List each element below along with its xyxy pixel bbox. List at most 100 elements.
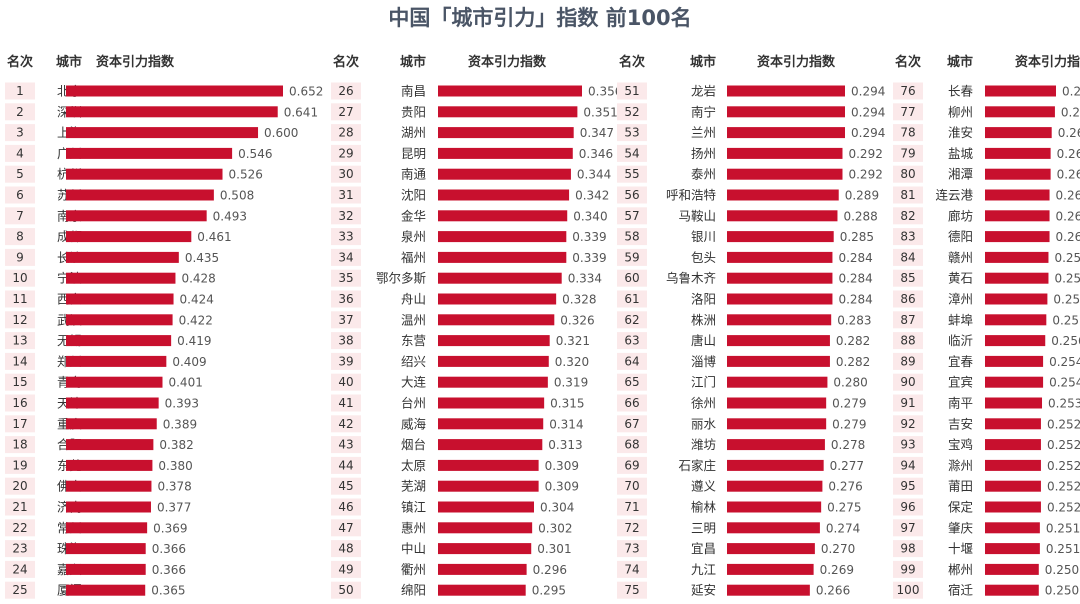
city-label: 潍坊 xyxy=(691,437,716,452)
value-label: 0.389 xyxy=(163,417,197,431)
value-label: 0.435 xyxy=(185,251,219,265)
value-label: 0.284 xyxy=(838,251,872,265)
rank-label: 18 xyxy=(12,438,27,452)
rank-label: 50 xyxy=(338,583,353,597)
city-label: 漳州 xyxy=(948,292,973,307)
table-row: 41 台州 0.315 xyxy=(331,394,585,412)
city-label: 丽水 xyxy=(691,416,717,431)
bar xyxy=(985,522,1040,534)
city-label: 唐山 xyxy=(691,333,716,348)
value-label: 0.284 xyxy=(838,272,872,286)
table-row: 35 鄂尔多斯 0.334 xyxy=(331,269,602,287)
bar xyxy=(727,210,838,222)
bar xyxy=(727,355,830,367)
bar xyxy=(438,522,533,534)
table-row: 40 大连 0.319 xyxy=(331,373,588,391)
rank-label: 84 xyxy=(900,250,915,264)
table-row: 49 衢州 0.296 xyxy=(331,560,567,578)
bar xyxy=(66,210,207,222)
table-row: 94 滁州 0.252 xyxy=(893,456,1080,474)
rank-label: 95 xyxy=(900,479,915,493)
table-row: 37 温州 0.326 xyxy=(331,311,595,329)
city-label: 台州 xyxy=(401,396,426,411)
rank-cell xyxy=(5,456,35,474)
bar xyxy=(66,501,151,513)
rank-cell xyxy=(331,436,361,454)
bar xyxy=(985,584,1039,596)
value-label: 0.294 xyxy=(851,85,885,99)
rank-label: 17 xyxy=(12,417,27,431)
value-label: 0.261 xyxy=(1057,147,1080,161)
bar xyxy=(985,251,1049,263)
city-label: 贵阳 xyxy=(401,104,426,119)
city-label: 宿迁 xyxy=(948,583,974,598)
rank-cell xyxy=(617,82,647,100)
value-label: 0.366 xyxy=(152,542,186,556)
header-rank: 名次 xyxy=(333,54,359,70)
table-row: 81 连云港 0.260 xyxy=(893,186,1080,204)
value-label: 0.251 xyxy=(1046,542,1080,556)
city-label: 宜宾 xyxy=(948,375,973,390)
value-label: 0.257 xyxy=(1052,313,1080,327)
rank-cell xyxy=(893,477,923,495)
rank-cell xyxy=(331,498,361,516)
rank-cell xyxy=(617,165,647,183)
bar xyxy=(438,335,550,347)
header-index: 资本引力指数 xyxy=(468,54,547,70)
table-row: 97 肇庆 0.251 xyxy=(893,519,1080,537)
city-label: 淄博 xyxy=(691,354,717,369)
rank-cell xyxy=(5,332,35,350)
value-label: 0.259 xyxy=(1054,272,1080,286)
table-row: 90 宜宾 0.254 xyxy=(893,373,1080,391)
rank-cell xyxy=(893,207,923,225)
bar xyxy=(438,418,544,430)
rank-cell xyxy=(5,103,35,121)
bar xyxy=(985,189,1050,201)
bar xyxy=(727,418,827,430)
bar xyxy=(727,272,833,284)
rank-cell xyxy=(617,394,647,412)
value-label: 0.422 xyxy=(179,313,213,327)
bar xyxy=(985,231,1050,243)
bar xyxy=(727,251,833,263)
rank-label: 3 xyxy=(16,126,24,140)
table-row: 28 湖州 0.347 xyxy=(331,124,614,142)
rank-label: 39 xyxy=(338,354,353,368)
bar xyxy=(438,480,539,492)
value-label: 0.526 xyxy=(229,168,263,182)
rank-cell xyxy=(617,103,647,121)
value-label: 0.278 xyxy=(831,438,865,452)
value-label: 0.378 xyxy=(157,480,191,494)
value-label: 0.328 xyxy=(562,293,596,307)
rank-cell xyxy=(617,540,647,558)
city-label: 马鞍山 xyxy=(678,208,716,223)
rank-cell xyxy=(5,560,35,578)
table-row: 19东莞0.380 xyxy=(5,456,193,474)
rank-label: 16 xyxy=(12,396,27,410)
city-label: 柳州 xyxy=(948,104,973,119)
rank-label: 41 xyxy=(338,396,353,410)
value-label: 0.428 xyxy=(181,272,215,286)
header-rank: 名次 xyxy=(7,54,33,70)
value-label: 0.424 xyxy=(180,293,214,307)
rank-label: 35 xyxy=(338,271,353,285)
rank-cell xyxy=(893,124,923,142)
rank-label: 25 xyxy=(12,583,27,597)
rank-label: 74 xyxy=(624,562,639,576)
bar xyxy=(66,376,163,388)
rank-cell xyxy=(617,290,647,308)
city-label: 威海 xyxy=(401,416,427,431)
rank-label: 31 xyxy=(338,188,353,202)
rank-label: 45 xyxy=(338,479,353,493)
bar xyxy=(66,335,172,347)
table-row: 2深圳0.641 xyxy=(5,103,318,121)
table-row: 34 福州 0.339 xyxy=(331,248,607,266)
rank-label: 40 xyxy=(338,375,353,389)
city-label: 中山 xyxy=(401,541,426,556)
table-row: 73 宜昌 0.270 xyxy=(617,540,855,558)
value-label: 0.294 xyxy=(851,126,885,140)
table-row: 16天津0.393 xyxy=(5,394,199,412)
rank-cell xyxy=(893,144,923,162)
rank-label: 92 xyxy=(900,417,915,431)
table-row: 33 泉州 0.339 xyxy=(331,228,607,246)
